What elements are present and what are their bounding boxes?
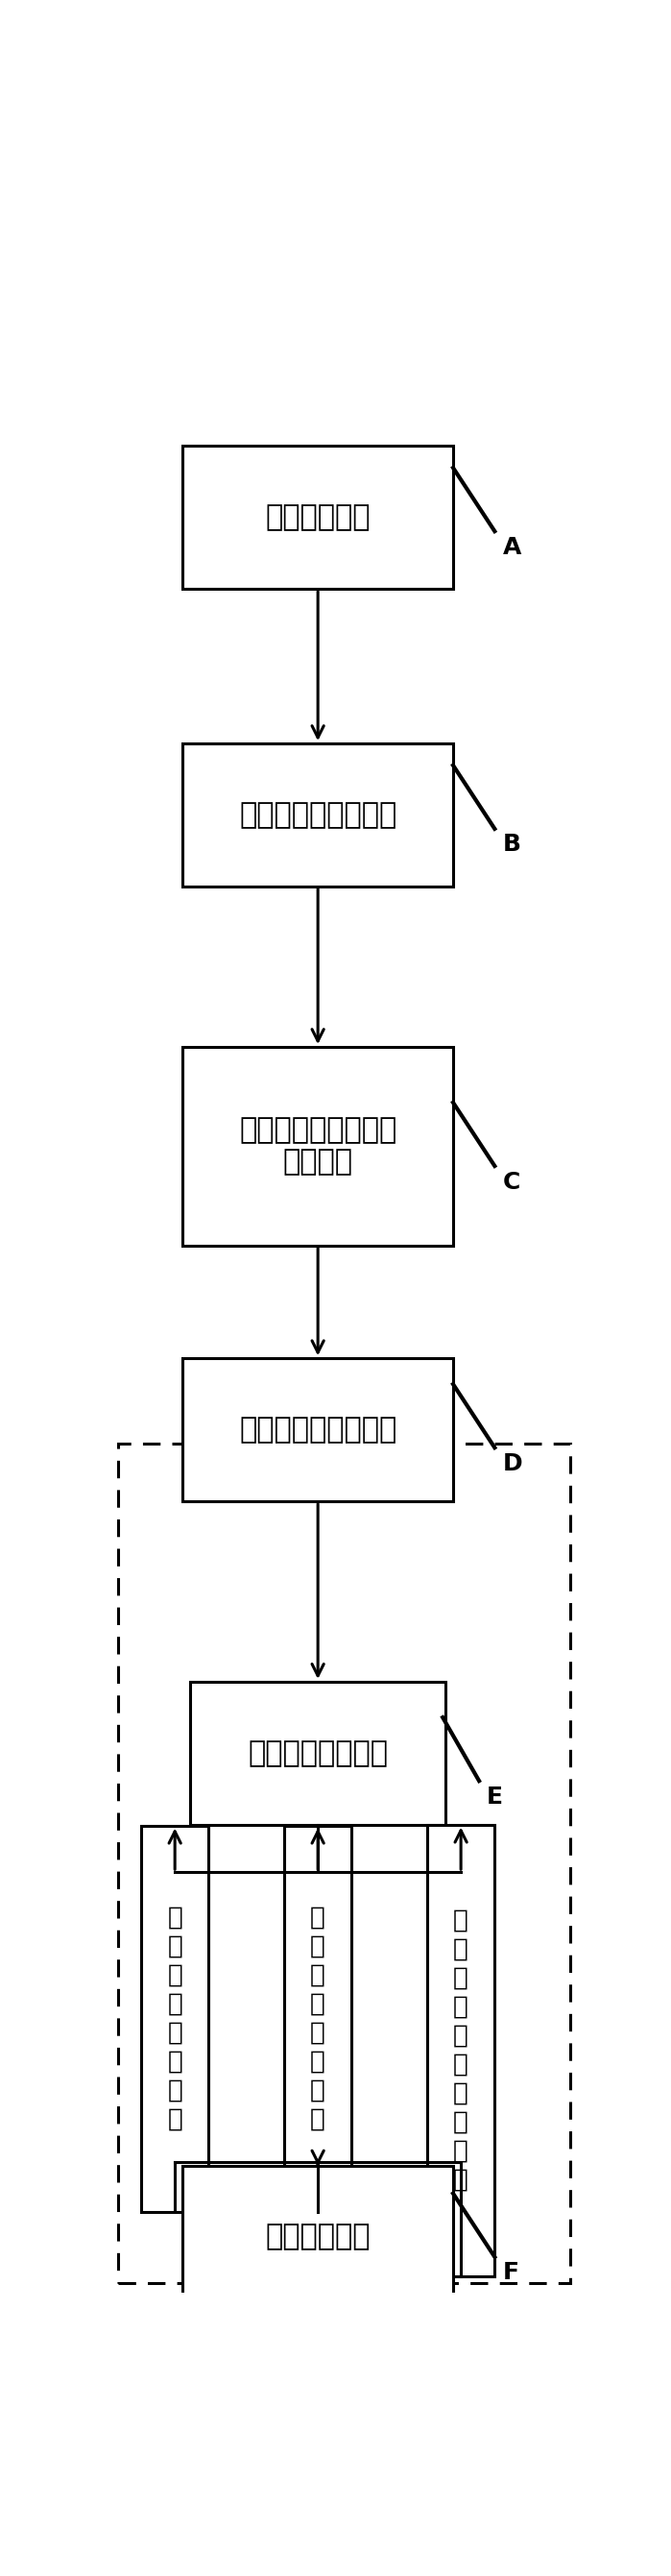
Bar bbox=[284, 1826, 352, 2213]
Bar bbox=[117, 1443, 570, 2282]
Text: C: C bbox=[503, 1170, 520, 1193]
Text: D: D bbox=[503, 1453, 522, 1476]
Text: 信
号
控
制
相
序
确
定: 信 号 控 制 相 序 确 定 bbox=[310, 1906, 325, 2133]
Bar bbox=[141, 1826, 209, 2213]
Text: E: E bbox=[487, 1785, 503, 1808]
Text: 信
号
控
制
通
行
规
则
确
定: 信 号 控 制 通 行 规 则 确 定 bbox=[454, 1909, 468, 2192]
Bar bbox=[183, 446, 453, 590]
Text: 不可换道区长度确定: 不可换道区长度确定 bbox=[239, 1417, 397, 1443]
Text: F: F bbox=[503, 2262, 519, 2285]
Bar bbox=[183, 1358, 453, 1502]
Text: 交通数据采集: 交通数据采集 bbox=[265, 502, 370, 531]
Bar bbox=[183, 1046, 453, 1244]
Bar bbox=[183, 2166, 453, 2308]
Bar bbox=[427, 1824, 495, 2277]
Text: 信
号
控
制
时
长
计
算: 信 号 控 制 时 长 计 算 bbox=[167, 1906, 183, 2133]
Text: 信号控制实施: 信号控制实施 bbox=[265, 2223, 370, 2251]
Text: 缓冲区长度及停车线
位置确定: 缓冲区长度及停车线 位置确定 bbox=[239, 1115, 397, 1177]
Bar bbox=[183, 744, 453, 886]
Text: 信号控制方案确定: 信号控制方案确定 bbox=[248, 1739, 388, 1767]
Text: B: B bbox=[503, 832, 521, 855]
Text: A: A bbox=[503, 536, 521, 559]
Text: 加权平均加速度确定: 加权平均加速度确定 bbox=[239, 801, 397, 829]
Bar bbox=[191, 1682, 446, 1824]
